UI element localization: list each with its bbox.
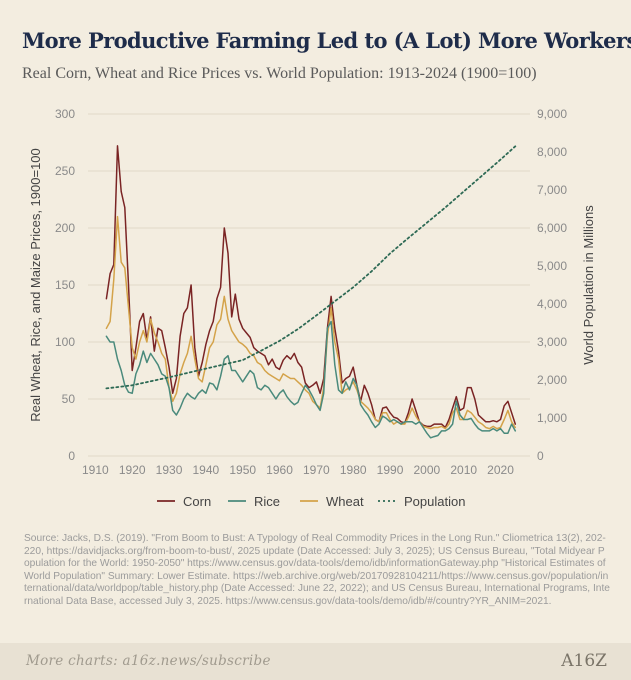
chart: 0 50 100 150 200 250 300 0 1,000 2,000 3,000 4,000 5…: [28, 107, 596, 509]
x-tick-label: 1930: [156, 463, 183, 477]
x-tick-label: 1970: [303, 463, 330, 477]
legend-label-corn: Corn: [183, 494, 211, 509]
x-tick-label: 1960: [266, 463, 293, 477]
y2-tick-label: 9,000: [537, 107, 567, 121]
y2-tick-label: 1,000: [537, 411, 567, 425]
y-tick-label: 50: [62, 392, 76, 406]
series-line-wheat: [105, 215, 517, 430]
chart-subtitle: Real Corn, Wheat and Rice Prices vs. Wor…: [22, 65, 537, 82]
y2-tick-label: 0: [537, 449, 544, 463]
legend-label-population: Population: [404, 494, 465, 509]
y2-axis-label: World Population in Millions: [581, 205, 596, 365]
x-tick-label: 1920: [119, 463, 146, 477]
series-line-corn: [105, 145, 517, 429]
x-tick-label: 1910: [82, 463, 109, 477]
source-note: Source: Jacks, D.S. (2019). "From Boom t…: [24, 533, 610, 607]
x-tick-label: 1950: [229, 463, 256, 477]
y2-tick-label: 4,000: [537, 297, 567, 311]
x-tick-label: 1990: [377, 463, 404, 477]
y-tick-label: 300: [55, 107, 75, 121]
y-tick-label: 0: [68, 449, 75, 463]
y-axis-label: Real Wheat, Rice, and Maize Prices, 1900…: [28, 148, 43, 422]
y-tick-label: 200: [55, 221, 75, 235]
y2-tick-label: 6,000: [537, 221, 567, 235]
legend-label-wheat: Wheat: [326, 494, 364, 509]
x-tick-label: 2020: [487, 463, 514, 477]
y-tick-label: 150: [55, 278, 75, 292]
x-tick-label: 1940: [193, 463, 220, 477]
page-title: More Productive Farming Led to (A Lot) M…: [22, 28, 631, 53]
a16z-logo: A16Z: [561, 651, 607, 671]
y2-tick-label: 7,000: [537, 183, 567, 197]
footer-bar: More charts: a16z.news/subscribe A16Z: [0, 643, 631, 680]
more-charts-link[interactable]: More charts: a16z.news/subscribe: [26, 653, 271, 669]
series-line-rice: [105, 320, 517, 439]
y2-tick-label: 3,000: [537, 335, 567, 349]
y2-tick-label: 2,000: [537, 373, 567, 387]
y-tick-label: 250: [55, 164, 75, 178]
y2-tick-label: 8,000: [537, 145, 567, 159]
y-tick-label: 100: [55, 335, 75, 349]
legend-label-rice: Rice: [254, 494, 280, 509]
x-tick-label: 1980: [340, 463, 367, 477]
y2-tick-label: 5,000: [537, 259, 567, 273]
series-line-population: [105, 145, 517, 390]
x-tick-label: 2000: [414, 463, 441, 477]
x-tick-label: 2010: [450, 463, 477, 477]
